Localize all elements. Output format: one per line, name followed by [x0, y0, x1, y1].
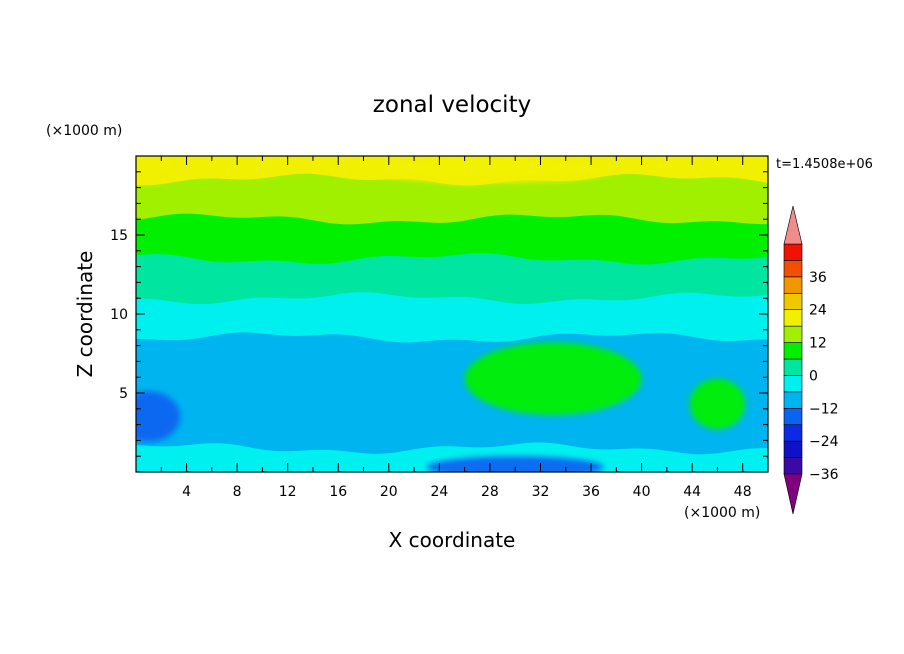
contour-feature	[363, 156, 617, 183]
colorbar-tick-label: 12	[809, 336, 827, 352]
colorbar-tick-label: −36	[809, 467, 839, 483]
colorbar-segment	[783, 276, 803, 294]
x-units-label: (×1000 m)	[684, 505, 760, 521]
colorbar-tick-label: 36	[809, 270, 827, 286]
x-tick-label: 4	[182, 484, 191, 500]
colorbar: 36 24 12 0 −12 −24 −36	[783, 205, 839, 515]
y-tick-label: 5	[119, 386, 128, 402]
colorbar-arrow-top	[783, 205, 803, 245]
colorbar-tick-label: 0	[809, 368, 818, 384]
y-axis-ticks: 5 10 15	[110, 171, 768, 457]
colorbar-tick-label: −24	[809, 434, 839, 450]
colorbar-segment	[783, 391, 803, 409]
contour-bands	[136, 156, 768, 472]
colorbar-segment	[783, 309, 803, 327]
colorbar-segment	[783, 358, 803, 376]
contour-band	[136, 442, 768, 472]
colorbar-arrow-bottom	[783, 473, 803, 515]
contour-features	[136, 156, 746, 472]
x-axis-label: X coordinate	[389, 528, 516, 552]
colorbar-segment	[783, 243, 803, 261]
time-label: t=1.4508e+06	[776, 157, 873, 172]
colorbar-segment	[783, 407, 803, 426]
colorbar-tick-label: −12	[809, 401, 839, 417]
colorbar-segment	[783, 457, 803, 475]
x-axis-ticks: 4 8 12 16 20 24 28 32 36 40 44 48	[160, 156, 752, 500]
x-tick-label: 28	[481, 484, 499, 500]
colorbar-segment	[783, 342, 803, 360]
colorbar-tick-label: 24	[809, 303, 827, 319]
colorbar-segment	[783, 440, 803, 458]
colorbar-segment	[783, 375, 803, 393]
y-tick-label: 15	[110, 228, 128, 244]
x-tick-label: 20	[380, 484, 398, 500]
y-units-label: (×1000 m)	[46, 123, 122, 139]
x-tick-label: 12	[279, 484, 297, 500]
colorbar-segment	[783, 292, 803, 311]
x-tick-label: 48	[734, 484, 752, 500]
x-tick-label: 16	[329, 484, 347, 500]
x-tick-label: 8	[233, 484, 242, 500]
colorbar-segment	[783, 424, 803, 442]
x-tick-label: 44	[683, 484, 701, 500]
plot-field	[136, 156, 768, 472]
contour-feature	[426, 456, 604, 472]
contour-feature	[689, 378, 746, 430]
colorbar-segment	[783, 325, 803, 343]
x-tick-label: 36	[582, 484, 600, 500]
x-tick-label: 24	[430, 484, 448, 500]
contour-feature	[136, 391, 181, 442]
y-axis-label: Z coordinate	[73, 251, 97, 378]
contour-feature	[464, 342, 642, 416]
colorbar-segment	[783, 260, 803, 278]
y-tick-label: 10	[110, 307, 128, 323]
x-tick-label: 32	[532, 484, 550, 500]
chart-title: zonal velocity	[373, 92, 531, 118]
x-tick-label: 40	[633, 484, 651, 500]
